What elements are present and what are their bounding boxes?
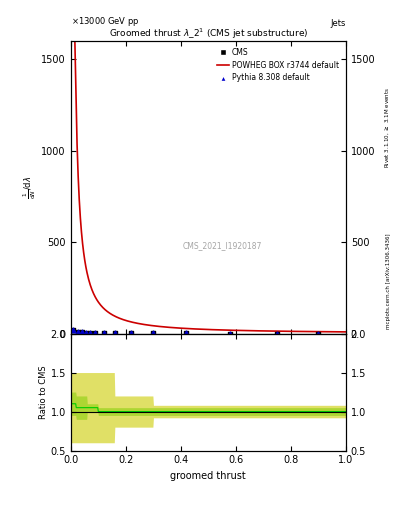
Text: Rivet 3.1.10, $\geq$ 3.1M events: Rivet 3.1.10, $\geq$ 3.1M events (384, 88, 391, 168)
Pythia 8.308 default (150, 329, 156, 337)
POWHEG BOX r3744 default (201, 326, 206, 332)
CMS (101, 329, 107, 337)
CMS (315, 329, 321, 337)
Pythia 8.308 default (315, 329, 321, 337)
Pythia 8.308 default (227, 329, 233, 337)
CMS (79, 328, 85, 336)
Pythia 8.308 default (274, 329, 280, 337)
Pythia 8.308 default (92, 329, 99, 337)
POWHEG BOX r3744 default (294, 328, 299, 334)
Pythia 8.308 default (183, 329, 189, 337)
POWHEG BOX r3744 default (337, 329, 342, 335)
CMS (183, 329, 189, 337)
CMS (112, 329, 118, 337)
Pythia 8.308 default (79, 328, 85, 336)
X-axis label: groomed thrust: groomed thrust (171, 471, 246, 481)
Legend: CMS, POWHEG BOX r3744 default, Pythia 8.308 default: CMS, POWHEG BOX r3744 default, Pythia 8.… (214, 45, 342, 86)
Y-axis label: Ratio to CMS: Ratio to CMS (39, 365, 48, 419)
Title: Groomed thrust $\lambda\_2^1$ (CMS jet substructure): Groomed thrust $\lambda\_2^1$ (CMS jet s… (108, 27, 308, 41)
POWHEG BOX r3744 default (218, 327, 222, 333)
Y-axis label: $\frac{1}{\mathrm{d}N} / \mathrm{d}\lambda$: $\frac{1}{\mathrm{d}N} / \mathrm{d}\lamb… (22, 176, 39, 199)
Pythia 8.308 default (83, 329, 89, 337)
POWHEG BOX r3744 default (69, 38, 74, 44)
Line: POWHEG BOX r3744 default: POWHEG BOX r3744 default (72, 41, 346, 332)
CMS (87, 329, 93, 337)
POWHEG BOX r3744 default (232, 327, 237, 333)
POWHEG BOX r3744 default (343, 329, 348, 335)
Pythia 8.308 default (70, 326, 77, 334)
CMS (227, 329, 233, 337)
Pythia 8.308 default (101, 329, 107, 337)
Text: mcplots.cern.ch [arXiv:1306.3436]: mcplots.cern.ch [arXiv:1306.3436] (386, 234, 391, 329)
CMS (150, 329, 156, 337)
CMS (75, 328, 81, 336)
CMS (92, 329, 99, 337)
Text: Jets: Jets (331, 19, 346, 28)
CMS (83, 329, 89, 337)
Text: $\times$13000 GeV pp: $\times$13000 GeV pp (71, 15, 139, 28)
Text: CMS_2021_I1920187: CMS_2021_I1920187 (182, 241, 262, 250)
Pythia 8.308 default (87, 329, 93, 337)
CMS (70, 326, 77, 334)
Pythia 8.308 default (112, 329, 118, 337)
CMS (274, 329, 280, 337)
CMS (128, 329, 134, 337)
POWHEG BOX r3744 default (200, 326, 204, 332)
Pythia 8.308 default (75, 328, 81, 336)
Pythia 8.308 default (128, 329, 134, 337)
